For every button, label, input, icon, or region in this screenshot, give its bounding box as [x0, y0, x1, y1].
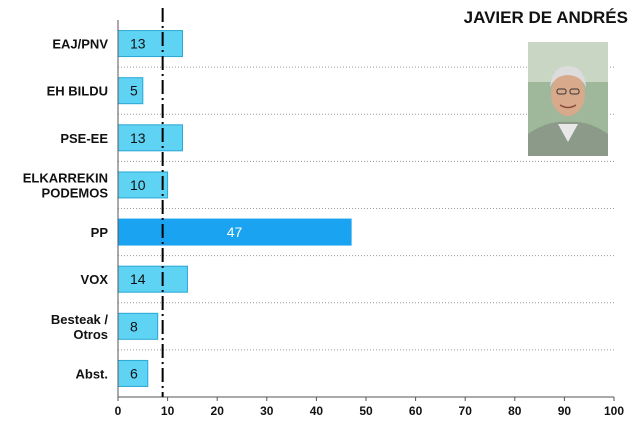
bar-value-label: 10 — [130, 177, 146, 193]
chart-title: JAVIER DE ANDRÉS — [463, 8, 628, 27]
category-label: VOX — [81, 272, 109, 287]
category-label: Abst. — [76, 366, 109, 381]
bar — [117, 265, 188, 293]
category-label: EH BILDU — [47, 84, 108, 99]
bar — [117, 312, 159, 340]
bar — [117, 30, 183, 58]
bar — [117, 77, 144, 105]
bar-value-label: 47 — [227, 224, 243, 240]
x-tick-label: 40 — [310, 404, 324, 418]
x-tick-label: 100 — [604, 404, 624, 418]
category-label: Besteak / — [51, 312, 108, 327]
bar-value-label: 6 — [130, 365, 138, 381]
x-tick-label: 20 — [211, 404, 225, 418]
bar — [117, 218, 352, 246]
portrait-photo — [528, 42, 608, 156]
bar-value-label: 14 — [130, 271, 146, 287]
x-tick-label: 50 — [359, 404, 373, 418]
bar-value-label: 5 — [130, 83, 138, 99]
category-label: Otros — [73, 327, 108, 342]
bar-value-label: 13 — [130, 36, 146, 52]
x-tick-label: 90 — [558, 404, 572, 418]
category-label: PSE-EE — [60, 131, 108, 146]
category-label: PP — [91, 225, 109, 240]
bar — [117, 124, 183, 152]
category-label: EAJ/PNV — [52, 37, 108, 52]
bar-value-label: 13 — [130, 130, 146, 146]
x-tick-label: 80 — [508, 404, 522, 418]
category-label: ELKARREKIN — [23, 170, 108, 185]
x-tick-label: 30 — [260, 404, 274, 418]
category-label: PODEMOS — [42, 185, 109, 200]
x-tick-label: 0 — [115, 404, 122, 418]
bar-value-label: 8 — [130, 318, 138, 334]
x-tick-label: 60 — [409, 404, 423, 418]
x-tick-label: 10 — [161, 404, 175, 418]
x-tick-label: 70 — [459, 404, 473, 418]
